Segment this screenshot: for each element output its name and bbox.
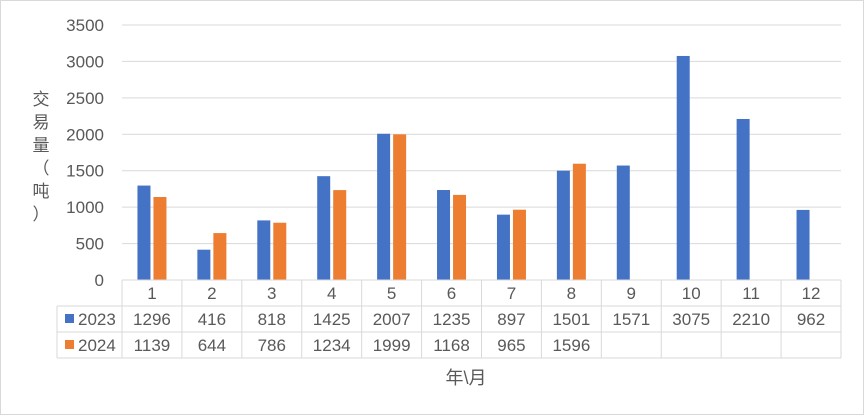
legend-key-2023 — [65, 314, 74, 323]
category-label: 7 — [507, 284, 516, 303]
bar-2023-7 — [496, 214, 510, 280]
y-tick-label: 3500 — [66, 16, 104, 35]
category-label: 11 — [742, 284, 760, 303]
category-label: 5 — [387, 284, 396, 303]
bar-2023-8 — [556, 170, 570, 280]
data-label: 1235 — [433, 310, 471, 329]
data-label: 1168 — [433, 336, 470, 355]
y-axis-ticks: 0 500 1000 1500 2000 2500 3000 3500 — [66, 16, 104, 290]
data-label: 1139 — [134, 336, 171, 355]
category-label: 12 — [802, 284, 821, 303]
bar-2023-12 — [796, 209, 810, 280]
y-tick-label: 500 — [76, 235, 104, 254]
bar-2024-4 — [333, 190, 347, 280]
bar-2023-4 — [317, 176, 331, 280]
category-label: 8 — [567, 284, 576, 303]
data-label: 1596 — [552, 336, 590, 355]
data-label: 1571 — [612, 310, 650, 329]
data-label: 2007 — [373, 310, 411, 329]
bar-2024-7 — [512, 209, 526, 280]
y-tick-label: 2000 — [66, 125, 104, 144]
category-label: 9 — [627, 284, 636, 303]
bar-2024-3 — [273, 222, 287, 280]
series-name: 2024 — [78, 336, 116, 355]
data-label: 818 — [258, 310, 286, 329]
y-tick-label: 3000 — [66, 52, 104, 71]
category-label: 2 — [207, 284, 216, 303]
data-label: 3075 — [672, 310, 710, 329]
bar-2023-5 — [377, 133, 391, 280]
y-axis-label: 交易量（吨） — [33, 90, 50, 224]
gridlines — [122, 24, 841, 245]
bar-2023-2 — [197, 249, 211, 280]
bar-2024-8 — [572, 163, 586, 280]
bar-2023-1 — [137, 185, 151, 280]
data-label: 897 — [497, 310, 525, 329]
y-tick-label: 2500 — [66, 89, 104, 108]
data-label: 1296 — [133, 310, 171, 329]
bar-2023-9 — [616, 165, 630, 280]
bars — [137, 55, 810, 280]
data-label: 965 — [497, 336, 525, 355]
category-label: 10 — [682, 284, 701, 303]
bar-2024-2 — [213, 233, 227, 280]
data-label: 962 — [797, 310, 825, 329]
data-label: 1501 — [552, 310, 590, 329]
x-axis-label: 年\月 — [445, 368, 486, 388]
legend-key-2024 — [65, 340, 74, 349]
y-tick-label: 1000 — [66, 198, 104, 217]
bar-2024-6 — [453, 194, 467, 280]
category-label: 4 — [327, 284, 336, 303]
data-label: 2210 — [732, 310, 770, 329]
bar-2023-11 — [736, 118, 750, 280]
category-label: 6 — [447, 284, 456, 303]
y-tick-label: 0 — [95, 271, 104, 290]
bar-2024-5 — [393, 134, 407, 280]
category-label: 1 — [147, 284, 156, 303]
data-label: 1234 — [313, 336, 351, 355]
data-label: 1999 — [373, 336, 411, 355]
bar-2023-6 — [437, 190, 451, 280]
bar-2024-1 — [153, 197, 167, 280]
data-label: 786 — [258, 336, 286, 355]
data-label: 644 — [198, 336, 226, 355]
bar-2023-10 — [676, 55, 690, 280]
bar-2023-3 — [257, 220, 271, 280]
category-label: 3 — [267, 284, 276, 303]
data-label: 416 — [198, 310, 226, 329]
data-label: 1425 — [313, 310, 351, 329]
series-name: 2023 — [78, 310, 116, 329]
y-tick-label: 1500 — [66, 162, 104, 181]
